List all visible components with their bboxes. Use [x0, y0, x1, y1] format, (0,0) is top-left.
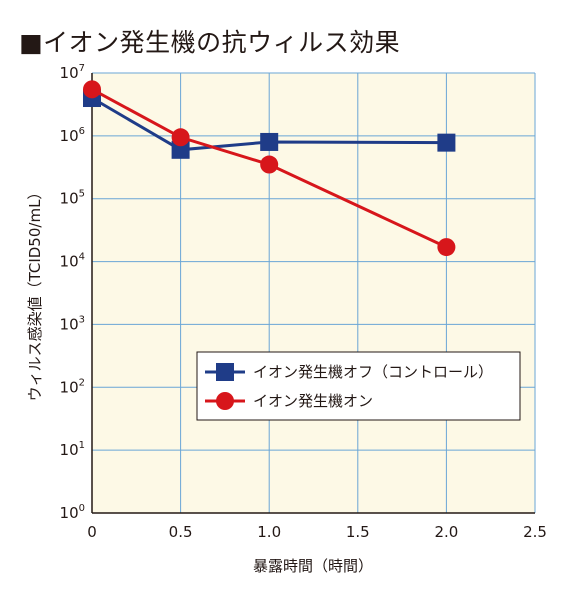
y-tick-label: 107: [60, 63, 85, 82]
series-layer: [83, 80, 456, 257]
legend-label: イオン発生機オフ（コントロール）: [253, 363, 493, 381]
x-tick-label: 2.5: [523, 523, 547, 541]
y-tick-label: 103: [60, 314, 85, 333]
y-axis-label: ウィルス感染値（TCID50/mL）: [26, 185, 44, 402]
legend-marker-circle: [216, 392, 234, 410]
grid-lines: [92, 72, 536, 513]
y-tick-label: 100: [60, 503, 85, 522]
legend-label: イオン発生機オン: [253, 392, 373, 410]
series-line-2: [91, 88, 448, 249]
legend-marker-square: [216, 363, 234, 381]
x-tick-label: 1.5: [346, 523, 370, 541]
axes: [91, 73, 535, 514]
series-2-point: [171, 128, 190, 147]
y-tick-label: 106: [60, 126, 85, 145]
chart-title: ■イオン発生機の抗ウィルス効果: [19, 28, 401, 57]
series-line-1: [91, 96, 447, 152]
series-2-point: [83, 80, 101, 99]
x-tick-label: 2.0: [434, 523, 458, 541]
y-tick-label: 104: [60, 252, 85, 271]
x-axis-label: 暴露時間（時間）: [253, 557, 373, 575]
legend-box: [196, 351, 521, 421]
y-tick-label: 101: [60, 440, 85, 459]
x-tick-label: 1.0: [257, 523, 281, 541]
y-tick-label: 102: [60, 377, 85, 396]
series-1-point: [171, 140, 190, 159]
x-tick-label: 0.5: [169, 523, 193, 541]
series-1-point: [437, 133, 456, 152]
plot-area: [92, 73, 535, 513]
x-tick-label: 0: [87, 523, 97, 541]
tick-labels: 0 0.5 1.0 1.5 2.0 2.5 100 101 102 103 104 105 106 107: [60, 63, 547, 541]
legend: イオン発生機オフ（コントロール） イオン発生機オン: [196, 351, 521, 421]
y-tick-label: 105: [60, 189, 85, 208]
series-2-point: [260, 155, 279, 174]
series-2-point: [437, 238, 456, 257]
series-1-point: [260, 132, 279, 151]
